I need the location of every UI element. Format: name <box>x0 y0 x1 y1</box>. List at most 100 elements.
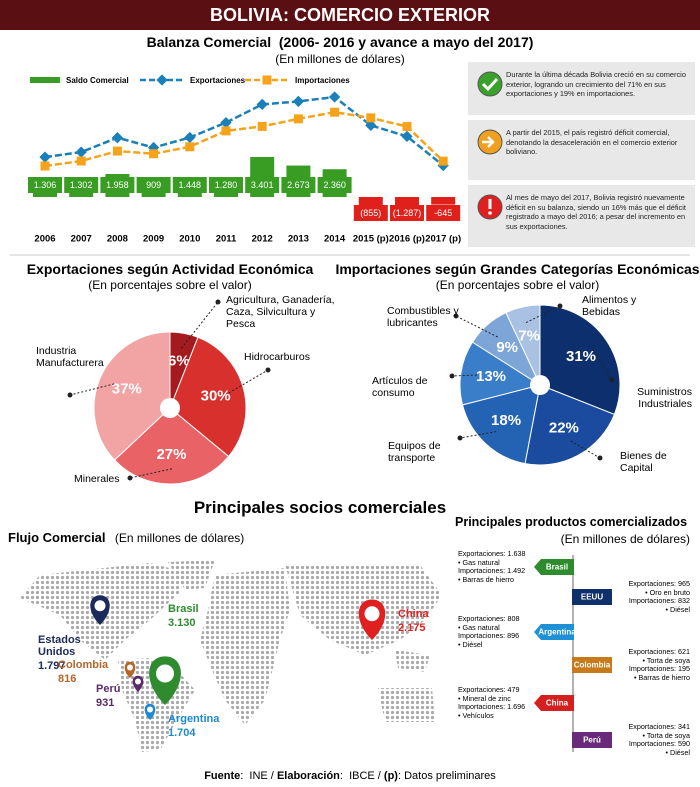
country-tag <box>572 732 612 748</box>
x-tick-label: 2014 <box>324 234 346 245</box>
x-tick-label: 2010 <box>179 234 200 245</box>
pie-slice <box>539 304 621 416</box>
country-tag <box>534 695 574 711</box>
value-label: 1.280 <box>215 180 238 190</box>
category-label: Industria Manufacturera <box>36 345 104 369</box>
value-label: 1.306 <box>34 180 57 190</box>
header-title: BOLIVIA: COMERCIO EXTERIOR <box>209 5 490 25</box>
pie-slice <box>113 407 230 485</box>
footer-part: : INE / <box>240 770 277 782</box>
product-line: • Diésel <box>665 747 691 757</box>
marker <box>40 161 50 171</box>
partner-label: Colombia 816 <box>58 659 118 685</box>
note-text: Durante la última década Bolivia creció … <box>506 70 686 98</box>
pie-slice <box>505 304 541 386</box>
footer-part: (p) <box>383 770 398 782</box>
category-label: Suministros Industriales <box>637 386 692 410</box>
header-bar <box>0 0 700 30</box>
pie-hole <box>530 375 550 395</box>
flow-subtitle: (En millones de dólares) <box>114 531 245 545</box>
partner-name: Colombia <box>58 659 109 671</box>
marker <box>75 146 87 158</box>
product-line: • Barras de hierro <box>458 574 515 584</box>
legend-label: Importaciones <box>295 76 350 85</box>
partner-label: Argentina 1.704 <box>168 713 238 739</box>
marker <box>438 156 448 166</box>
value-label: 909 <box>146 180 161 190</box>
country-tag <box>534 559 574 575</box>
map-pin-hole <box>94 600 106 612</box>
product-line: Exportaciones: 479 <box>458 685 520 694</box>
value-label: 27% <box>156 446 186 463</box>
pie-slice <box>461 384 541 465</box>
value-label: (855) <box>360 208 381 218</box>
partner-name: Estados Unidos <box>38 634 81 658</box>
country-tag-label: China <box>546 699 569 708</box>
note-icon-glyph <box>488 199 492 209</box>
pie-slice <box>524 384 616 466</box>
marker <box>149 149 159 159</box>
line <box>44 95 444 167</box>
partner-value: 3.130 <box>168 617 196 629</box>
chart-title: Importaciones según Grandes Categorías E… <box>335 261 700 277</box>
leader-dot <box>265 367 271 373</box>
leader-line <box>181 301 219 349</box>
leader-dot <box>457 435 463 441</box>
footer-part: Elaboración <box>276 770 340 782</box>
leader-dot <box>597 455 603 461</box>
value-label: 22% <box>549 419 579 436</box>
marker <box>293 114 303 124</box>
product-block: Exportaciones: 479 • Mineral de zinc Impor… <box>458 685 533 720</box>
section-title: Principales socios comerciales <box>193 498 447 517</box>
note-icon-glyph <box>481 77 499 92</box>
product-line: • Mineral de zinc <box>458 693 511 703</box>
product-block: Exportaciones: 808 • Gas natural Importaci… <box>458 614 533 649</box>
category-label: Combustibles y lubricantes <box>387 305 459 329</box>
product-line: • Oro en bruto <box>645 587 690 597</box>
value-label: 2.673 <box>287 180 310 190</box>
map-pin-hole <box>147 706 153 713</box>
product-line: Importaciones: 832 <box>628 596 690 606</box>
value-label: 9% <box>496 339 518 356</box>
partner-value: 931 <box>96 697 115 709</box>
marker <box>76 156 86 166</box>
chart-title: Exportaciones según Actividad Económica <box>26 261 314 277</box>
country-tag <box>534 624 574 640</box>
product-line: Importaciones: 896 <box>458 631 520 641</box>
chart-subtitle: (En porcentajes sobre el valor) <box>435 278 600 292</box>
value-label: 31% <box>566 348 596 365</box>
product-line: Exportaciones: 621 <box>628 647 690 656</box>
category-label: Artículos de consumo <box>372 375 428 399</box>
leader-dot <box>215 299 221 305</box>
category-label: Bienes de Capital <box>620 450 667 474</box>
marker <box>328 91 341 103</box>
product-line: • Vehículos <box>458 710 494 720</box>
value-label: 30% <box>201 387 231 404</box>
country-tag <box>572 589 612 605</box>
map-pin-hole <box>127 664 133 671</box>
legend-marker <box>156 74 168 86</box>
note-text: Al mes de mayo del 2017, Bolivia registr… <box>506 193 686 231</box>
leader-line <box>129 468 173 479</box>
value-label-box <box>172 177 207 193</box>
product-block: Exportaciones: 1.638 • Gas natural Importa… <box>458 549 533 584</box>
marker <box>401 130 413 143</box>
product-line: Exportaciones: 1.638 <box>458 549 526 558</box>
map-pin-hole <box>364 606 380 622</box>
products-subtitle: (En millones de dólares) <box>560 532 690 546</box>
product-line: • Gas natural <box>458 622 500 632</box>
value-label-box <box>28 177 62 193</box>
value-label-box <box>209 177 243 193</box>
partner-value: 2.175 <box>398 622 426 634</box>
category-label: Alimentos y Bebidas <box>582 294 637 318</box>
product-line: Importaciones: 590 <box>628 739 690 749</box>
value-label-box <box>64 177 99 193</box>
value-label: -645 <box>434 208 452 218</box>
value-label: 3.401 <box>251 180 274 190</box>
country-tag-label: Brasil <box>546 563 568 572</box>
bar <box>358 197 383 208</box>
product-line: • Torta de soya <box>642 655 690 665</box>
chart-subtitle: (En millones de dólares) <box>275 52 405 66</box>
leader-line <box>228 369 269 394</box>
